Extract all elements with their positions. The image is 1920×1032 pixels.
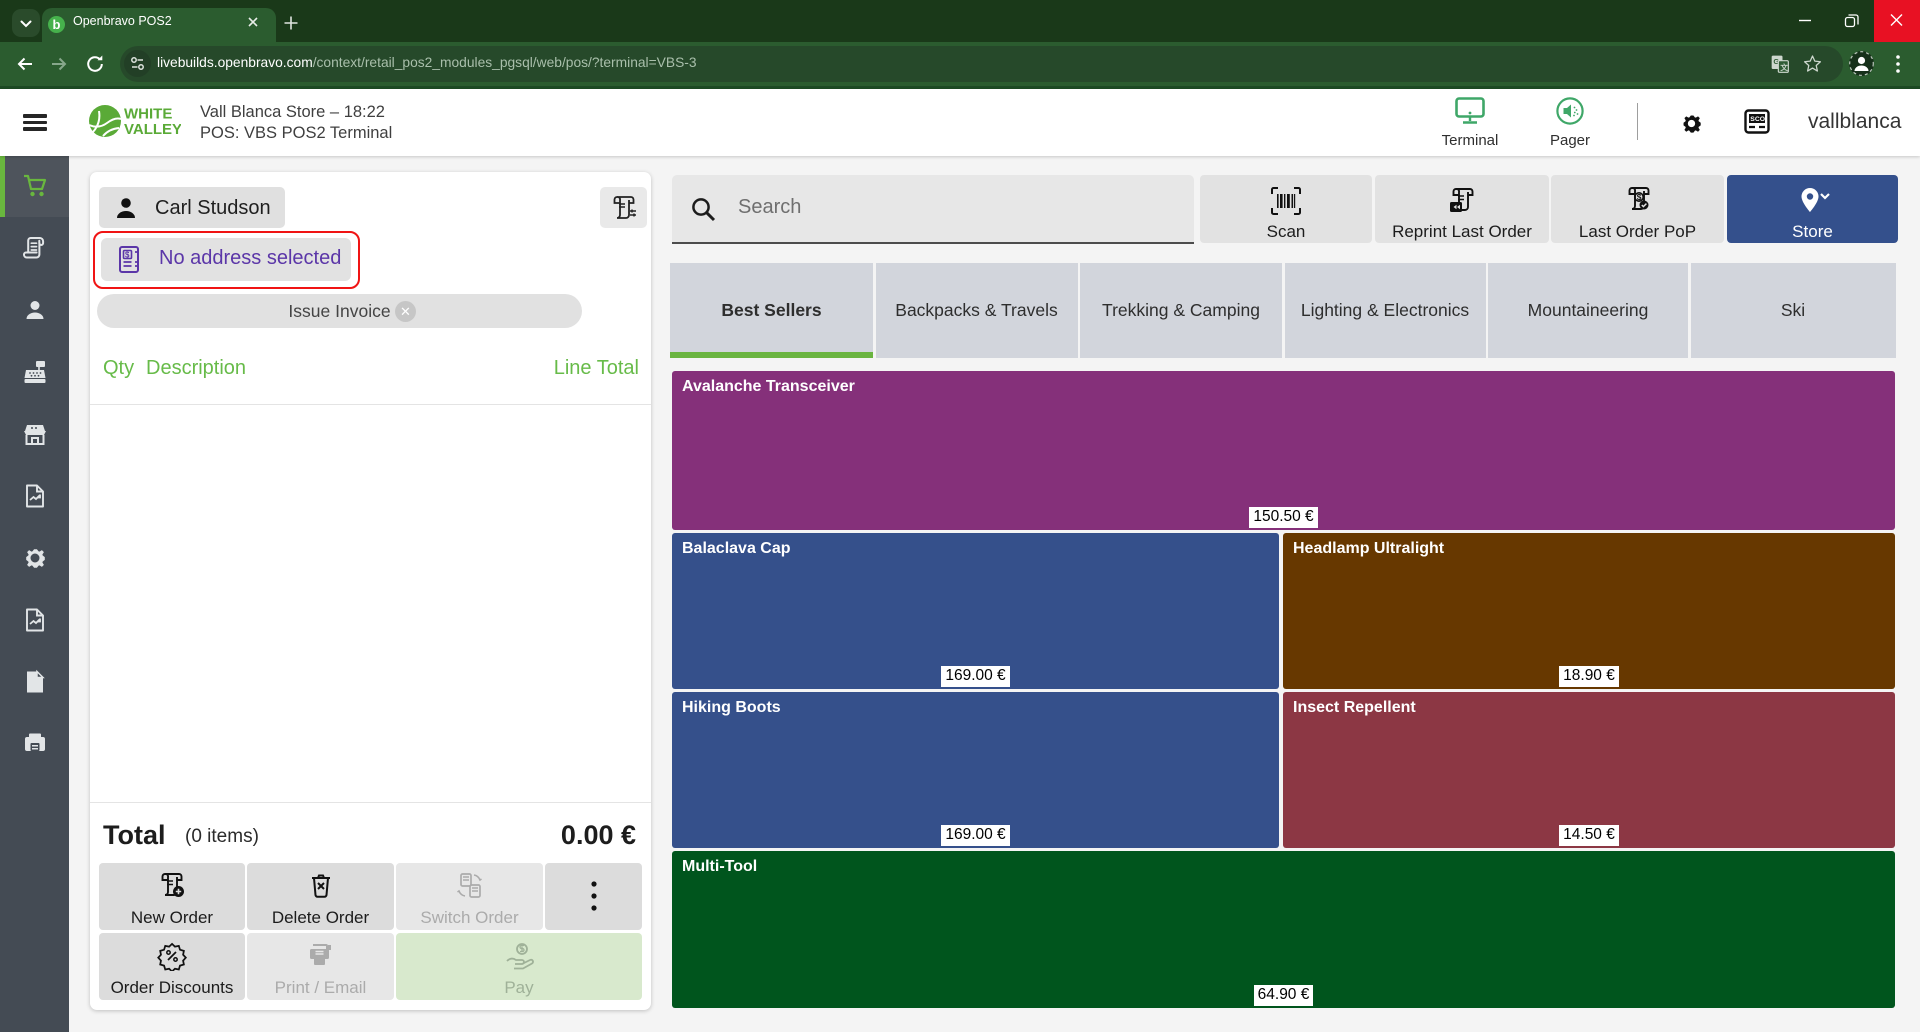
svg-text:G: G [1773,57,1779,66]
svg-text:$: $ [125,251,130,260]
svg-text:SCO: SCO [1750,116,1765,123]
svg-text:VALLEY: VALLEY [124,121,181,138]
svg-text:WHITE: WHITE [124,106,172,123]
svg-text:文: 文 [1780,62,1788,72]
svg-text:$: $ [1636,192,1641,202]
